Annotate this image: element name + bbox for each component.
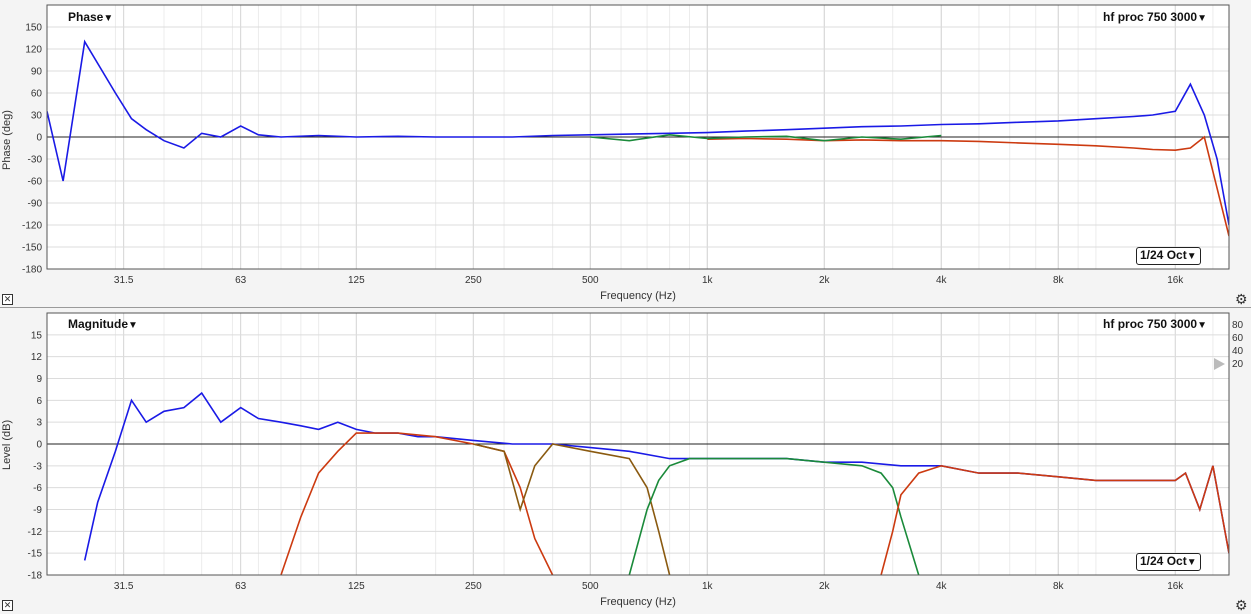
phase-title-dropdown[interactable]: Phase▼ xyxy=(68,10,113,24)
x-tick-label: 125 xyxy=(348,275,365,286)
gear-icon[interactable]: ⚙ xyxy=(1235,291,1248,307)
x-tick-label: 31.5 xyxy=(114,275,134,286)
y-tick-label: -18 xyxy=(28,571,43,582)
y-tick-label: 0 xyxy=(36,440,42,451)
y-tick-label: -12 xyxy=(28,527,43,538)
chevron-down-icon: ▼ xyxy=(1197,13,1207,24)
phase-title: Phase xyxy=(68,10,104,24)
plot-border xyxy=(46,312,1230,576)
y-tick-label: 150 xyxy=(25,23,42,34)
x-tick-label: 63 xyxy=(235,581,247,592)
y-tick-label: -15 xyxy=(28,549,43,560)
y-tick-label: -90 xyxy=(28,199,43,210)
magnitude-resolution: 1/24 Oct xyxy=(1140,554,1187,568)
y-tick-label: 15 xyxy=(31,330,43,341)
y-tick-label: 120 xyxy=(25,45,42,56)
phase-ylabel: Phase (deg) xyxy=(1,110,13,170)
y-tick-label: 6 xyxy=(36,396,42,407)
y-tick-label: -180 xyxy=(22,265,42,276)
x-tick-label: 2k xyxy=(819,275,831,286)
x-tick-label: 4k xyxy=(936,275,948,286)
y-tick-label: -6 xyxy=(33,483,42,494)
x-tick-label: 2k xyxy=(819,581,831,592)
x-tick-label: 250 xyxy=(465,275,482,286)
x-tick-label: 125 xyxy=(348,581,365,592)
phase-measurement-dropdown[interactable]: hf proc 750 3000▼ xyxy=(1103,10,1207,24)
y-tick-label: 3 xyxy=(36,418,42,429)
y-tick-label: -120 xyxy=(22,221,42,232)
y-tick-label: -150 xyxy=(22,243,42,254)
x-tick-label: 1k xyxy=(702,581,714,592)
x-tick-label: 1k xyxy=(702,275,714,286)
magnitude-title-dropdown[interactable]: Magnitude▼ xyxy=(68,317,138,331)
magnitude-measurement: hf proc 750 3000 xyxy=(1103,317,1198,331)
magnitude-resolution-button[interactable]: 1/24 Oct▼ xyxy=(1136,553,1201,571)
magnitude-measurement-dropdown[interactable]: hf proc 750 3000▼ xyxy=(1103,317,1207,331)
x-tick-label: 500 xyxy=(582,581,599,592)
side-scale-label: 40 xyxy=(1232,346,1244,357)
phase-resolution-button[interactable]: 1/24 Oct▼ xyxy=(1136,247,1201,265)
phase-plot[interactable]: 31.5 63 125 250 500 1k 2k 4k 8k 16k 150 120 90 60 30 0 -… xyxy=(0,0,1251,307)
y-tick-label: -3 xyxy=(33,461,42,472)
x-tick-label: 4k xyxy=(936,581,948,592)
x-tick-label: 16k xyxy=(1167,581,1184,592)
y-tick-label: 9 xyxy=(36,374,42,385)
gear-icon[interactable]: ⚙ xyxy=(1235,597,1248,613)
chevron-down-icon: ▼ xyxy=(1197,320,1207,331)
close-icon[interactable]: ✕ xyxy=(2,294,13,305)
x-tick-label: 63 xyxy=(235,275,247,286)
x-tick-label: 250 xyxy=(465,581,482,592)
side-scale: 80 60 40 20 xyxy=(1232,319,1243,371)
x-tick-label: 31.5 xyxy=(114,581,134,592)
y-tick-label: -60 xyxy=(28,177,43,188)
phase-xlabel: Frequency (Hz) xyxy=(600,290,676,302)
y-tick-label: 12 xyxy=(31,352,43,363)
plot-border xyxy=(46,4,1230,270)
y-tick-label: 0 xyxy=(36,133,42,144)
magnitude-panel: 31.5 63 125 250 500 1k 2k 4k 8k 16k 15 12 9 6 3 0 -3 -6 -9… xyxy=(0,307,1251,614)
magnitude-title: Magnitude xyxy=(68,317,128,331)
series-line xyxy=(880,464,1229,575)
series-line xyxy=(628,457,920,575)
y-tick-label: 90 xyxy=(31,67,43,78)
x-tick-label: 500 xyxy=(582,275,599,286)
magnitude-plot[interactable]: 31.5 63 125 250 500 1k 2k 4k 8k 16k15129630-3-6-9… xyxy=(0,308,1251,614)
magnitude-xlabel: Frequency (Hz) xyxy=(600,596,676,608)
y-tick-label: 60 xyxy=(31,89,43,100)
side-scale-label: 80 xyxy=(1232,320,1244,331)
x-tick-label: 8k xyxy=(1053,581,1065,592)
chevron-down-icon: ▼ xyxy=(1186,251,1197,262)
x-tick-label: 8k xyxy=(1053,275,1065,286)
side-scale-label: 20 xyxy=(1232,359,1244,370)
side-scale-label: 60 xyxy=(1232,333,1244,344)
series-line xyxy=(590,133,942,142)
chevron-down-icon: ▼ xyxy=(103,13,114,24)
scale-slider-handle[interactable] xyxy=(1214,358,1225,370)
chevron-down-icon: ▼ xyxy=(1186,557,1197,568)
chevron-down-icon: ▼ xyxy=(128,320,138,331)
y-tick-label: -9 xyxy=(33,505,42,516)
series-line xyxy=(47,39,1229,226)
phase-measurement: hf proc 750 3000 xyxy=(1103,10,1198,24)
series-line xyxy=(473,443,671,575)
series-line xyxy=(280,432,554,575)
close-icon[interactable]: ✕ xyxy=(2,600,13,611)
phase-resolution: 1/24 Oct xyxy=(1140,248,1187,262)
phase-panel: 31.5 63 125 250 500 1k 2k 4k 8k 16k 150 120 90 60 30 0 -… xyxy=(0,0,1251,307)
x-tick-label: 16k xyxy=(1167,275,1184,286)
y-tick-label: -30 xyxy=(28,155,43,166)
magnitude-ylabel: Level (dB) xyxy=(1,419,13,470)
y-tick-label: 30 xyxy=(31,111,43,122)
